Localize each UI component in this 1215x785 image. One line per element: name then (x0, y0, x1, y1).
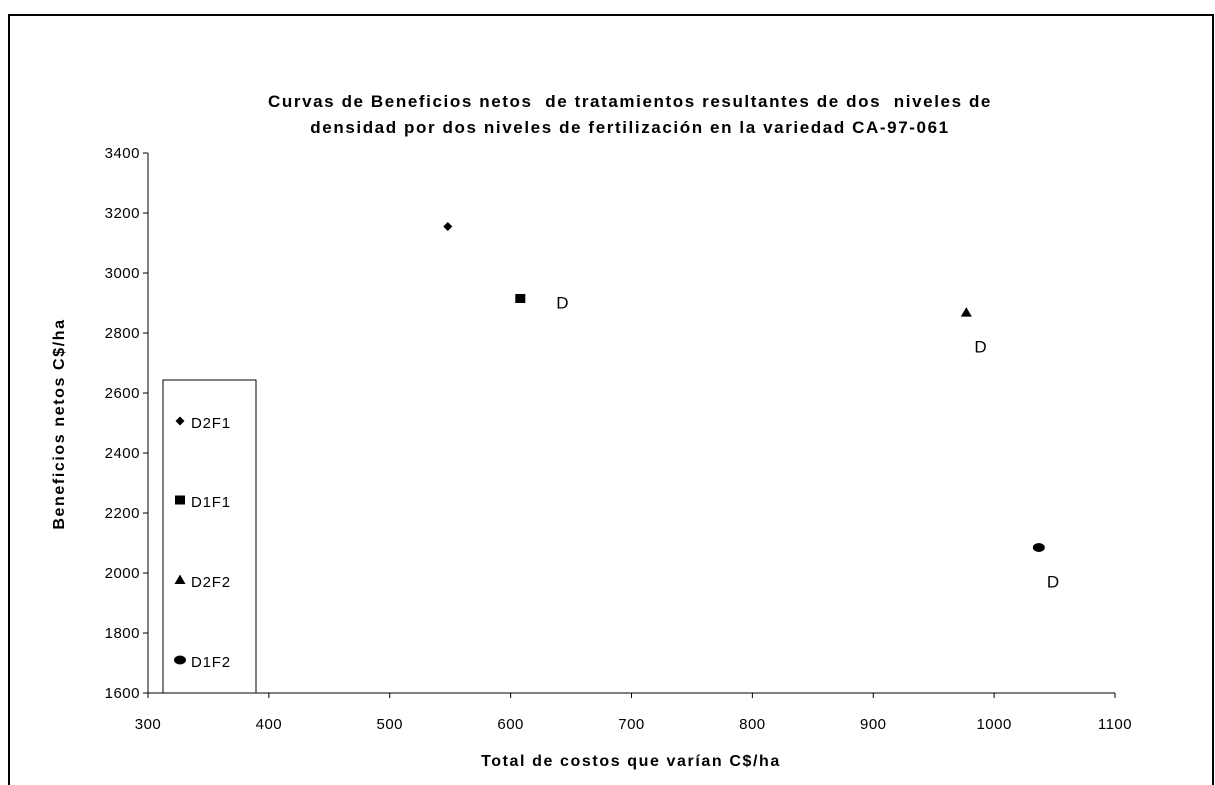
x-axis-title: Total de costos que varían C$/ha (481, 753, 781, 770)
x-tick-label: 800 (739, 716, 766, 733)
y-tick-label: 1800 (105, 625, 140, 642)
y-tick-label: 2400 (105, 445, 140, 462)
y-tick-label: 3200 (105, 205, 140, 222)
y-tick-label: 2800 (105, 325, 140, 342)
y-tick-label: 2600 (105, 385, 140, 402)
data-label-d1f2: D (1047, 573, 1059, 592)
legend: D2F1 D1F1 D2F2 D1F2 (162, 379, 257, 694)
legend-label-d2f1: D2F1 (191, 415, 231, 432)
legend-box (162, 379, 257, 694)
legend-marker-d1f2 (174, 655, 186, 665)
x-tick-label: 500 (376, 716, 403, 733)
x-axis-ticks: 300 400 500 600 700 800 900 1000 1100 (135, 693, 1132, 733)
legend-label-d2f2: D2F2 (191, 574, 231, 591)
legend-label-d1f1: D1F1 (191, 494, 231, 511)
y-tick-label: 3000 (105, 265, 140, 282)
axes (147, 153, 1115, 694)
x-tick-label: 1000 (976, 716, 1011, 733)
legend-label-d1f2: D1F2 (191, 654, 231, 671)
y-tick-label: 1600 (105, 685, 140, 702)
data-point-d1f2 (1032, 543, 1045, 552)
data-label-d2f2: D (974, 338, 986, 357)
x-tick-label: 300 (135, 716, 162, 733)
legend-marker-d2f1 (175, 416, 185, 426)
data-point-d2f1 (443, 222, 453, 231)
data-label-d1f1: D (556, 294, 568, 313)
legend-marker-d2f2 (174, 574, 186, 584)
y-axis-ticks: 1600 1800 2000 2200 2400 2600 2800 3000 3200 3400 (105, 145, 148, 702)
chart-title-line-1: Curvas de Beneficios netos de tratamient… (268, 92, 992, 111)
legend-marker-d1f1 (175, 495, 185, 505)
y-tick-label: 2200 (105, 505, 140, 522)
data-points: D D D (443, 222, 1059, 592)
x-tick-label: 1100 (1098, 716, 1132, 733)
y-axis-title: Beneficios netos C$/ha (51, 318, 68, 529)
chart-frame (8, 14, 1214, 785)
data-point-d2f2 (960, 307, 972, 317)
x-tick-label: 400 (256, 716, 283, 733)
x-tick-label: 700 (618, 716, 645, 733)
x-tick-label: 900 (860, 716, 887, 733)
y-tick-label: 3400 (105, 145, 140, 162)
chart-title-line-2: densidad por dos niveles de fertilizació… (310, 118, 949, 137)
data-point-d1f1 (515, 294, 526, 303)
y-tick-label: 2000 (105, 565, 140, 582)
x-tick-label: 600 (497, 716, 524, 733)
